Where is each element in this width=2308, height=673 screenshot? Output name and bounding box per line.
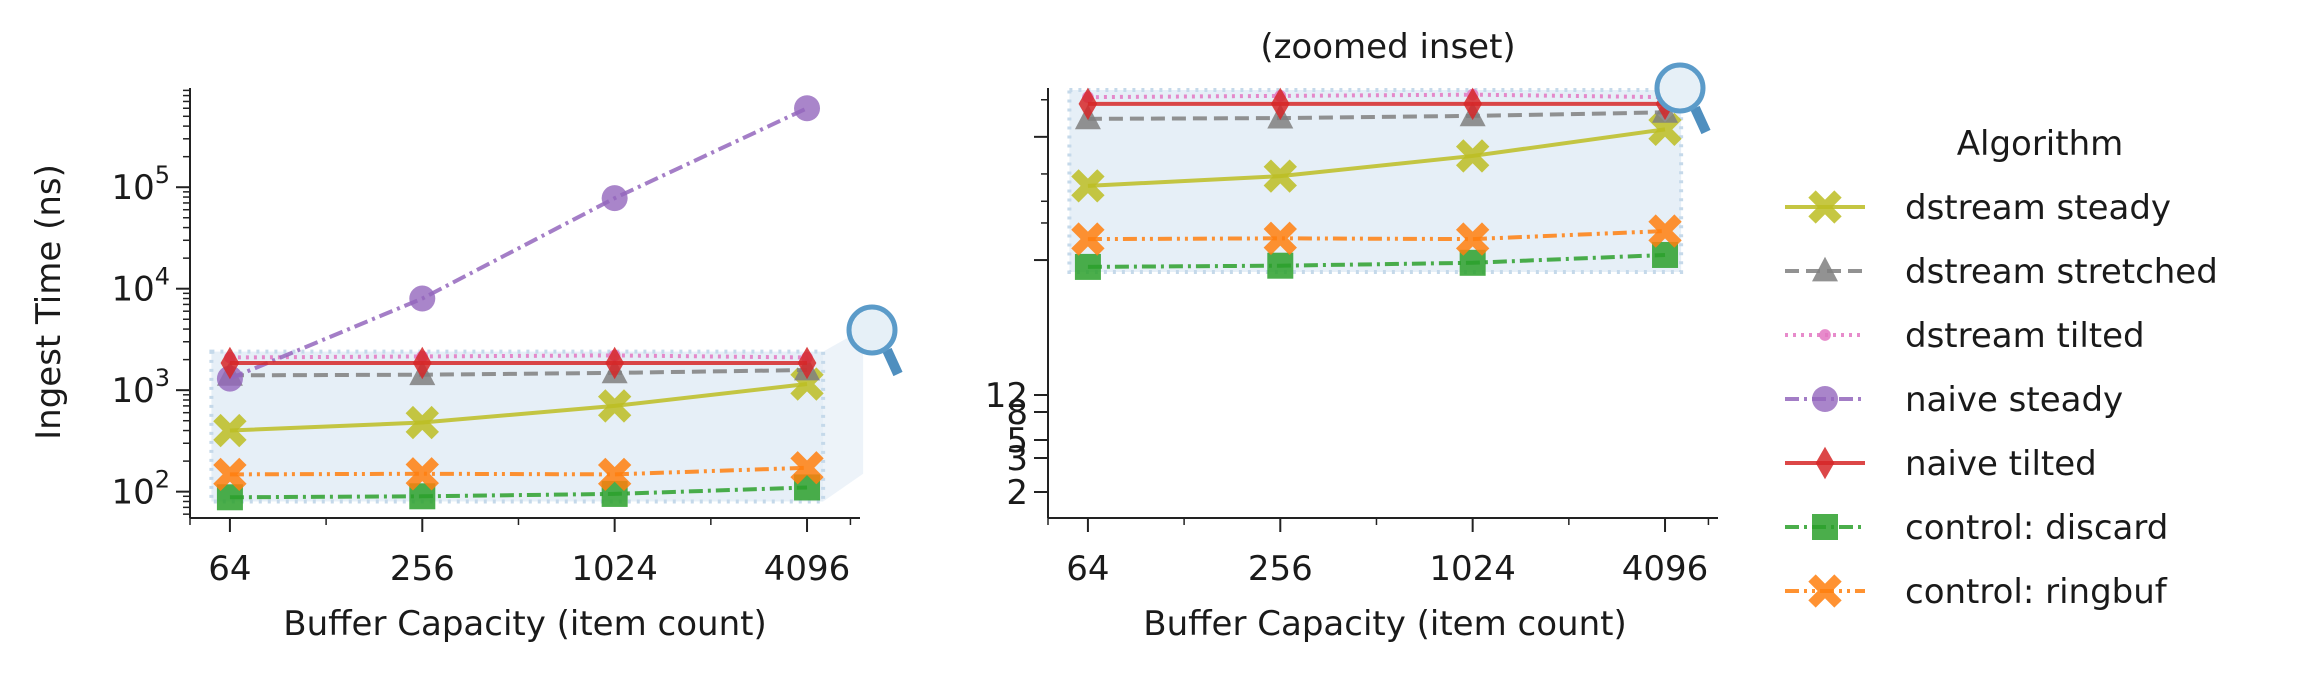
legend-item-3: naive steady	[1785, 380, 2123, 420]
left-xtick-label-0: 64	[208, 549, 251, 589]
left-point-4-2	[605, 346, 625, 380]
legend-marker-2	[1819, 329, 1831, 341]
left-point-6-0	[213, 457, 247, 492]
left-point-6-3	[790, 451, 824, 485]
left-point-0-0	[213, 413, 247, 448]
left-line-2	[229, 353, 808, 360]
legend-label-2: dstream tilted	[1905, 316, 2145, 356]
left-magnifier-icon	[846, 304, 903, 377]
right-point-3-1	[1270, 87, 1290, 121]
left-series-3	[216, 95, 821, 392]
right-line-5	[1087, 229, 1666, 242]
left-xtick-label-2: 1024	[571, 549, 658, 589]
left-point-6-2	[597, 457, 632, 492]
legend-marker-4	[1815, 446, 1835, 480]
right-point-0-1	[1263, 159, 1297, 193]
legend: Algorithm dstream steady dstream stretche…	[1785, 124, 2218, 612]
left-point-3-3	[794, 95, 821, 122]
left-line-6	[229, 465, 808, 477]
right-point-4-0	[1074, 253, 1101, 280]
right-point-5-3	[1648, 214, 1682, 248]
right-xtick-label-1: 256	[1248, 549, 1313, 589]
right-point-5-1	[1263, 221, 1297, 256]
legend-item-5: control: discard	[1785, 508, 2168, 548]
zoom-region-border	[209, 349, 826, 504]
left-line-1	[229, 368, 808, 378]
legend-marker-0	[1808, 190, 1842, 224]
left-point-3-2	[601, 185, 628, 212]
legend-marker-5	[1812, 514, 1838, 540]
legend-marker-1	[1812, 256, 1838, 282]
right-point-5-2	[1455, 222, 1490, 256]
right-magnifier-icon	[1654, 62, 1711, 135]
left-panel: 64 256 1024 4096 102 103 104 105 Ingest Time (n…	[29, 88, 903, 644]
right-line-0	[1087, 127, 1666, 188]
legend-label-0: dstream steady	[1905, 188, 2171, 228]
left-xtick-label-1: 256	[390, 549, 455, 589]
legend-item-6: control: ringbuf	[1785, 572, 2168, 612]
legend-item-4: naive tilted	[1785, 444, 2097, 484]
right-ytick-label-3: 8	[1006, 393, 1028, 433]
left-point-4-3	[797, 346, 817, 380]
legend-marker-6	[1808, 574, 1842, 608]
right-ytick-label-1: 3	[1006, 439, 1028, 479]
zoom-connector	[823, 329, 864, 502]
right-ytick-label-4: 12	[985, 376, 1028, 416]
left-line-3	[229, 106, 808, 381]
right-series-5	[1071, 214, 1682, 256]
legend-marker-3	[1812, 386, 1838, 412]
legend-item-0: dstream steady	[1785, 188, 2171, 228]
left-point-6-1	[405, 457, 439, 491]
right-line-2	[1087, 92, 1666, 100]
legend-item-2: dstream tilted	[1785, 316, 2145, 356]
legend-label-1: dstream stretched	[1905, 252, 2218, 292]
left-line-0	[229, 382, 808, 433]
legend-title: Algorithm	[1957, 124, 2124, 164]
left-xtick-label-3: 4096	[764, 549, 851, 589]
left-series-6	[213, 451, 824, 492]
right-point-3-2	[1463, 87, 1483, 121]
left-x-label: Buffer Capacity (item count)	[283, 604, 766, 644]
right-xtick-label-0: 64	[1066, 549, 1109, 589]
right-point-3-0	[1078, 87, 1098, 121]
legend-label-5: control: discard	[1905, 508, 2168, 548]
right-point-0-2	[1455, 139, 1490, 173]
left-series-0	[213, 367, 824, 448]
left-point-0-2	[597, 389, 632, 423]
left-point-3-1	[409, 285, 436, 312]
right-line-1	[1087, 110, 1666, 121]
right-xtick-label-3: 4096	[1622, 549, 1709, 589]
inset-title: (zoomed inset)	[1260, 27, 1515, 67]
right-point-4-1	[1267, 252, 1294, 279]
left-series-4	[220, 346, 817, 380]
right-ytick-label-0: 2	[1006, 473, 1028, 513]
left-y-label: Ingest Time (ns)	[29, 164, 69, 440]
legend-item-1: dstream stretched	[1785, 252, 2218, 292]
left-point-0-1	[405, 405, 439, 440]
inset-region-border	[1067, 88, 1684, 274]
left-line-5	[229, 485, 808, 500]
left-ytick-label-0: 102	[111, 466, 170, 513]
legend-label-6: control: ringbuf	[1905, 572, 2168, 612]
right-xtick-label-2: 1024	[1429, 549, 1516, 589]
left-point-4-1	[412, 346, 432, 380]
right-ytick-label-2: 5	[1006, 421, 1028, 461]
legend-label-4: naive tilted	[1905, 444, 2097, 484]
right-point-5-0	[1071, 222, 1105, 256]
right-point-0-0	[1071, 169, 1105, 203]
right-x-label: Buffer Capacity (item count)	[1143, 604, 1626, 644]
left-ytick-label-1: 103	[111, 364, 170, 411]
left-ytick-label-3: 105	[111, 161, 170, 208]
left-point-4-0	[220, 346, 240, 380]
legend-label-3: naive steady	[1905, 380, 2123, 420]
left-ytick-label-2: 104	[111, 263, 170, 310]
